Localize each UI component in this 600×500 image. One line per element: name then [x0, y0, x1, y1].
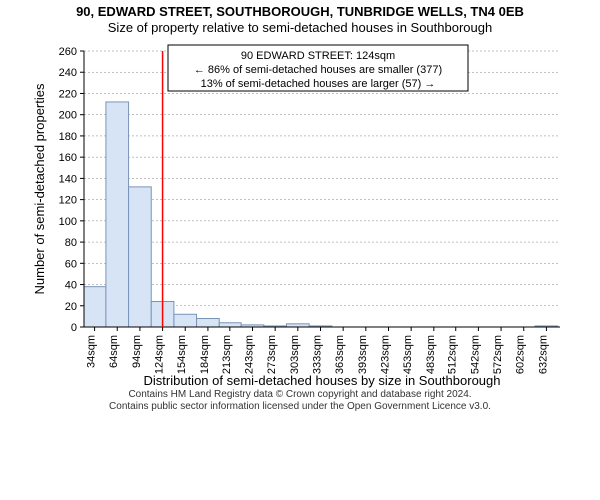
x-tick-label: 154sqm	[176, 335, 188, 374]
x-tick-label: 124sqm	[154, 335, 166, 374]
x-tick-label: 333sqm	[311, 335, 323, 374]
y-axis-label: Number of semi-detached properties	[32, 83, 47, 294]
y-tick-label: 260	[59, 46, 77, 58]
histogram-chart: 0 20 40 60 80 100 120 140 160 180 200 220 240 260 Numb…	[30, 39, 570, 389]
annotation-line: ← 86% of semi-detached houses are smalle…	[194, 64, 442, 76]
histogram-bar	[197, 319, 220, 327]
x-tick-label: 572sqm	[492, 335, 504, 374]
x-tick-label: 94sqm	[131, 335, 143, 368]
x-tick-label: 363sqm	[334, 335, 346, 374]
y-tick-label: 40	[65, 280, 77, 292]
x-tick-label: 393sqm	[357, 335, 369, 374]
x-tick-label: 542sqm	[469, 335, 481, 374]
page-subtitle: Size of property relative to semi-detach…	[0, 20, 600, 36]
y-tick-label: 220	[59, 89, 77, 101]
footer-copyright: Contains HM Land Registry data © Crown c…	[0, 389, 600, 412]
x-tick-label: 243sqm	[243, 335, 255, 374]
y-tick-label: 180	[59, 131, 77, 143]
x-tick-label: 483sqm	[425, 335, 437, 374]
annotation-line: 13% of semi-detached houses are larger (…	[201, 78, 436, 90]
y-tick-label: 120	[59, 195, 77, 207]
x-tick-label: 453sqm	[402, 335, 414, 374]
annotation-line: 90 EDWARD STREET: 124sqm	[241, 50, 395, 62]
x-tick-label: 64sqm	[108, 335, 120, 368]
y-tick-label: 80	[65, 237, 77, 249]
histogram-bar	[84, 287, 106, 327]
y-tick-label: 60	[65, 258, 77, 270]
page-title: 90, EDWARD STREET, SOUTHBOROUGH, TUNBRID…	[0, 4, 600, 20]
y-tick-label: 200	[59, 110, 77, 122]
x-tick-label: 512sqm	[447, 335, 459, 374]
x-axis-label: Distribution of semi-detached houses by …	[144, 373, 501, 388]
histogram-bar	[174, 314, 197, 327]
x-tick-label: 303sqm	[289, 335, 301, 374]
histogram-bar	[106, 102, 129, 327]
x-tick-label: 423sqm	[379, 335, 391, 374]
footer-line1: Contains HM Land Registry data © Crown c…	[0, 389, 600, 401]
footer-line2: Contains public sector information licen…	[0, 401, 600, 413]
histogram-bar	[129, 187, 152, 327]
y-tick-label: 100	[59, 216, 77, 228]
y-tick-label: 160	[59, 152, 77, 164]
x-tick-label: 184sqm	[199, 335, 211, 374]
x-tick-label: 273sqm	[266, 335, 278, 374]
y-tick-label: 20	[65, 301, 77, 313]
y-tick-label: 0	[71, 322, 77, 334]
y-tick-label: 140	[59, 174, 77, 186]
x-tick-label: 632sqm	[537, 335, 549, 374]
x-tick-label: 213sqm	[221, 335, 233, 374]
x-tick-label: 602sqm	[515, 335, 527, 374]
chart-svg: 0 20 40 60 80 100 120 140 160 180 200 220 240 260 Numb…	[30, 39, 570, 389]
histogram-bar	[219, 323, 241, 327]
x-tick-label: 34sqm	[86, 335, 98, 368]
y-tick-label: 240	[59, 67, 77, 79]
